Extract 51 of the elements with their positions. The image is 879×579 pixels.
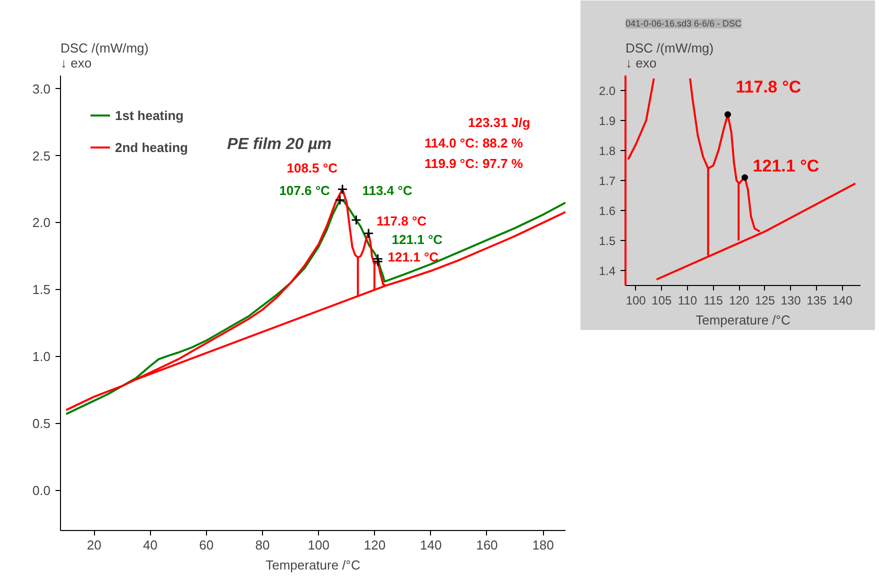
annotation: 117.8 °C: [376, 213, 428, 228]
y-tick-label: 3.0: [32, 81, 51, 96]
legend-label: 1st heating: [115, 108, 184, 122]
annotation: 123.31 J/g: [468, 115, 530, 130]
annotation: 121.1 °C: [392, 232, 444, 247]
x-tick-label: 40: [143, 538, 158, 552]
annotation: 107.6 °C: [279, 182, 331, 198]
x-tick-label: 140: [420, 538, 442, 552]
y-tick-label: 1.5: [32, 282, 51, 298]
y-tick-label: 2.5: [32, 148, 51, 164]
y-tick-label: 1.6: [598, 204, 616, 218]
x-tick-label: 80: [255, 538, 270, 552]
y-tick-label: 1.9: [598, 114, 616, 128]
x-tick-label: 180: [532, 538, 554, 552]
x-tick-label: 125: [754, 294, 776, 308]
x-axis-title: Temperature /°C: [696, 312, 790, 328]
x-tick-label: 115: [704, 294, 724, 308]
text: PE film 20 µm: [227, 136, 332, 153]
y-tick-label: 1.5: [598, 234, 616, 248]
x-tick-label: 100: [626, 294, 646, 308]
annotation: 117.8 °C: [736, 78, 802, 96]
x-tick-label: 60: [199, 538, 214, 552]
chart-subtitle: 041-0-06-16.sd3 6-6/6 - DSC: [626, 18, 742, 28]
x-tick-label: 130: [780, 294, 802, 308]
annotation: 113.4 °C: [362, 183, 413, 198]
legend-label: 2nd heating: [115, 140, 188, 154]
y-tick-label: 1.4: [598, 264, 616, 278]
y-tick-label: 1.8: [598, 144, 616, 158]
x-tick-label: 120: [364, 538, 386, 552]
x-tick-label: 160: [476, 538, 498, 552]
y-tick-label: 0.0: [32, 482, 51, 498]
annotation: 121.1 °C: [752, 156, 820, 176]
x-tick-label: 100: [308, 538, 330, 552]
annotation: 114.0 °C: 88.2 %: [424, 136, 524, 151]
y-tick-label: 1.7: [598, 174, 616, 188]
x-axis-title: Temperature /°C: [266, 558, 360, 572]
y-tick-label: 2.0: [598, 84, 616, 98]
y-axis-title: DSC /(mW/mg) ↓ exo: [626, 40, 714, 70]
annotation: 108.5 °C: [286, 160, 338, 176]
x-tick-label: 135: [806, 294, 827, 308]
y-axis-title: DSC /(mW/mg) ↓ exo: [60, 40, 149, 70]
x-tick-label: 20: [86, 538, 102, 552]
annotation: 119.9 °C: 97.7 %: [424, 156, 524, 172]
x-tick-label: 140: [832, 294, 853, 308]
annotation: 121.1 °C: [388, 250, 440, 265]
y-tick-label: 0.5: [32, 416, 51, 431]
x-tick-label: 120: [729, 294, 750, 308]
y-tick-label: 2.0: [32, 215, 51, 230]
y-tick-label: 1.0: [32, 349, 51, 364]
x-tick-label: 110: [678, 294, 698, 308]
x-tick-label: 105: [652, 294, 672, 308]
